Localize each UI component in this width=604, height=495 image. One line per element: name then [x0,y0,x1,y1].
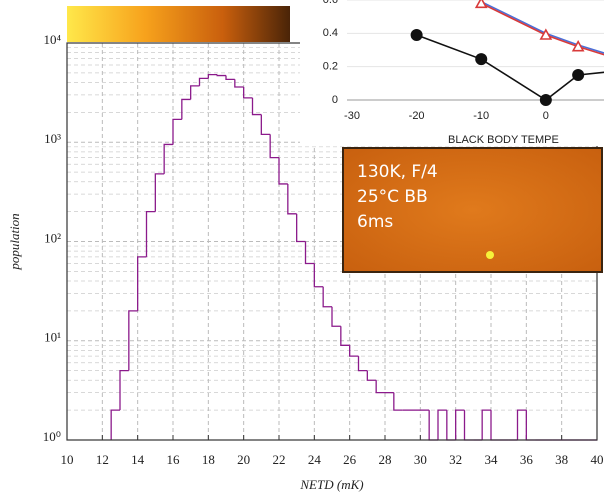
x-tick-label: 16 [167,452,181,467]
y-tick-label: 10⁴ [43,32,61,47]
histogram-bar [287,183,297,215]
y-tick-label: 0.4 [323,27,338,39]
x-tick-label: 14 [131,452,145,467]
x-tick-label: 12 [96,452,109,467]
histogram-bar [366,370,377,381]
histogram-bar [251,97,262,116]
histogram-bar [137,256,147,311]
histogram-bar [207,73,218,79]
histogram-bar [428,410,438,441]
histogram-bar [437,409,447,440]
marker [410,29,423,41]
histogram-bar [481,409,491,440]
x-axis-label: NETD (mK) [299,477,363,492]
histogram-bar [490,410,500,441]
x-tick-label: 26 [343,452,357,467]
histogram-bar [172,118,182,145]
histogram-bar [154,173,165,212]
x-axis-label: BLACK BODY TEMPE [448,134,559,146]
marker [475,53,488,66]
y-tick-label: 10¹ [44,330,61,345]
histogram-bar [278,157,288,185]
histogram-bar [349,345,359,357]
x-tick-label: 20 [237,452,250,467]
series-line [480,0,604,54]
image-label: 25°C BB [357,187,428,207]
histogram-bar [163,143,173,174]
histogram-bar [145,210,156,257]
histogram-bar [463,410,474,441]
histogram-bar [304,241,315,265]
marker [572,69,585,81]
x-tick-label: 22 [273,452,286,467]
marker [539,28,553,40]
image-label: 130K, F/4 [357,162,438,182]
y-tick-label: 10³ [44,131,61,146]
y-tick-label: 10² [44,230,61,245]
histogram-bar [525,410,536,441]
marker [539,94,552,106]
x-tick-label: 32 [449,452,462,467]
x-tick-label: 34 [485,452,499,467]
histogram-bar [357,356,368,372]
y-tick-label: 0.6 [323,0,338,6]
x-tick-label: 30 [414,452,427,467]
x-tick-label: 24 [308,452,322,467]
histogram-bar [225,75,235,81]
colorbar [67,6,290,42]
y-tick-label: 10⁰ [43,429,61,444]
histogram-bar [446,410,456,441]
x-tick-label: 18 [202,452,215,467]
histogram-bar [119,369,129,411]
x-tick-label: 10 [61,452,74,467]
series-line [480,2,604,56]
x-tick-label: 38 [555,452,568,467]
histogram-bar [331,306,341,327]
histogram-bar [181,98,191,120]
x-tick-label: 36 [520,452,534,467]
histogram-bar [216,74,226,77]
x-tick-label: -10 [473,110,489,122]
histogram-bar [393,392,403,411]
histogram-bar [234,79,244,88]
histogram-bar [190,85,200,100]
histogram-bar [128,310,138,371]
image-label: 6ms [357,212,393,232]
histogram-bar [243,87,253,99]
histogram-bar [110,409,120,440]
histogram-bar [340,326,350,346]
thermal-image [342,147,603,273]
histogram-bar [375,380,385,394]
x-tick-label: 40 [591,452,604,467]
histogram-bar [269,134,279,159]
histogram-bar [322,286,332,308]
histogram-bar [455,409,465,440]
x-tick-label: 28 [379,452,392,467]
x-tick-label: 0 [543,110,549,122]
marker [571,40,585,52]
histogram-bar [516,409,527,440]
y-tick-label: 0.2 [323,61,338,73]
x-tick-label: -20 [409,110,425,122]
y-axis-label: population [7,213,22,270]
inset-background [300,0,604,146]
x-tick-label: -30 [344,110,360,122]
histogram-bar [198,77,209,86]
histogram-bar [260,114,271,136]
histogram-bar [296,213,306,243]
hot-spot [486,251,494,259]
marker [474,0,488,9]
histogram-bar [313,263,324,288]
y-tick-label: 0 [332,94,338,106]
